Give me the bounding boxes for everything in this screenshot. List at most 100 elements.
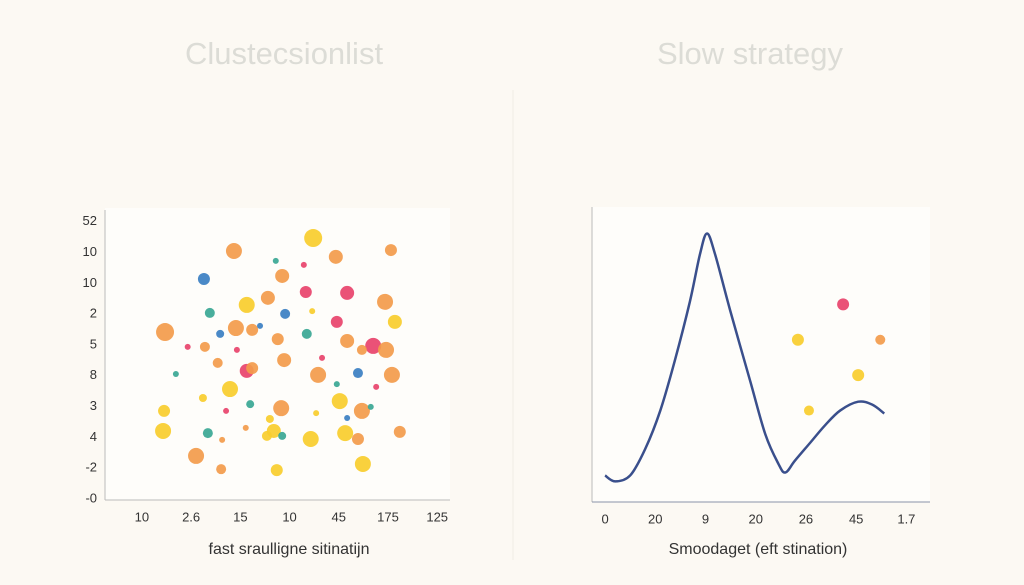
bubble [222, 381, 239, 398]
bubble [238, 296, 255, 313]
bubble [301, 328, 312, 339]
bubble [278, 431, 287, 440]
bubble [367, 403, 374, 410]
bubble [212, 357, 223, 368]
bubble [299, 285, 312, 298]
bubble [340, 285, 355, 300]
line [604, 232, 886, 483]
bubble [216, 329, 225, 338]
bubble [227, 320, 244, 337]
bubble [223, 407, 230, 414]
bubble [383, 366, 400, 383]
bubble [219, 436, 226, 443]
bubble [304, 229, 323, 248]
bubble [270, 464, 283, 477]
bubble [309, 308, 316, 315]
bubble [246, 323, 259, 336]
bubble [261, 430, 272, 441]
bubble [353, 402, 370, 419]
bubble [216, 464, 227, 475]
y-tick-label: 5 [90, 336, 97, 351]
chart-title: Clustecsionlist [185, 36, 384, 71]
x-tick-label: 9 [702, 511, 709, 526]
bubble [272, 257, 279, 264]
x-tick-label: 175 [377, 509, 399, 524]
bubble [198, 393, 207, 402]
y-tick-label: 52 [83, 213, 97, 228]
y-tick-label: 2 [90, 306, 97, 321]
x-tick-label: 15 [233, 509, 247, 524]
bubble [184, 343, 191, 350]
bubble [356, 344, 367, 355]
bubble [242, 424, 249, 431]
x-tick-label: 1.7 [897, 511, 915, 526]
x-tick-label: 26 [799, 511, 813, 526]
y-tick-label: 3 [90, 398, 97, 413]
x-tick-label: 10 [282, 509, 296, 524]
x-tick-label: 125 [426, 509, 448, 524]
x-axis-label: Smoodaget (eft stination) [669, 541, 848, 558]
bubble [377, 293, 394, 310]
bubble [158, 404, 171, 417]
bubble [803, 405, 814, 416]
bubble [387, 314, 402, 329]
x-tick-label: 20 [648, 511, 662, 526]
bubble [875, 334, 886, 345]
bubble [340, 333, 355, 348]
bubble [225, 242, 242, 259]
bubble [791, 333, 804, 346]
bubble [384, 244, 397, 257]
y-tick-label: 4 [90, 429, 97, 444]
x-tick-label: 45 [332, 509, 346, 524]
bubble [852, 369, 865, 382]
bubble [199, 341, 210, 352]
bubble [365, 337, 382, 354]
bubble [352, 368, 363, 379]
bubble [344, 415, 351, 422]
bubble [393, 425, 406, 438]
bubble [330, 315, 343, 328]
bubble [275, 268, 290, 283]
bubble [172, 370, 179, 377]
bubble [204, 307, 215, 318]
bubble [837, 298, 850, 311]
bubble [265, 414, 274, 423]
y-tick-label: -0 [85, 491, 97, 506]
bubble [188, 447, 205, 464]
plot-area [592, 207, 930, 502]
bubble [273, 400, 290, 417]
bubble [246, 400, 255, 409]
y-tick-label: 8 [90, 367, 97, 382]
bubble [155, 422, 172, 439]
bubble [373, 383, 380, 390]
bubble [351, 432, 364, 445]
bubble [313, 410, 320, 417]
bubble [378, 341, 395, 358]
y-tick-label: -2 [85, 460, 97, 475]
bubble [260, 290, 275, 305]
x-tick-label: 45 [849, 511, 863, 526]
bubble [233, 346, 240, 353]
bubble [271, 333, 284, 346]
bubble [328, 249, 343, 264]
bubble [197, 273, 210, 286]
x-tick-label: 20 [748, 511, 762, 526]
x-tick-label: 10 [135, 509, 149, 524]
y-tick-label: 10 [83, 275, 97, 290]
bubble [156, 323, 175, 342]
chart-title: Slow strategy [657, 36, 844, 71]
x-tick-label: 2.6 [182, 509, 200, 524]
plot-area [105, 208, 450, 500]
bubble [202, 428, 213, 439]
bubble [257, 322, 264, 329]
x-axis-label: fast sraulligne sitinatijn [209, 541, 370, 558]
y-tick-label: 10 [83, 244, 97, 259]
bubble [319, 354, 326, 361]
x-tick-label: 0 [601, 511, 608, 526]
bubble [300, 261, 307, 268]
bubble [331, 393, 348, 410]
bubble [333, 381, 340, 388]
bubble [302, 430, 319, 447]
bubble [246, 362, 259, 375]
bubble [280, 308, 291, 319]
